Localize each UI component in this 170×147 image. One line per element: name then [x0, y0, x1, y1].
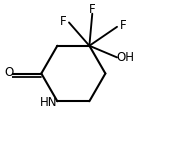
Text: F: F: [120, 19, 126, 32]
Text: HN: HN: [40, 96, 57, 109]
Text: O: O: [4, 66, 13, 79]
Text: OH: OH: [116, 51, 134, 64]
Text: F: F: [60, 15, 66, 27]
Text: F: F: [89, 3, 96, 16]
